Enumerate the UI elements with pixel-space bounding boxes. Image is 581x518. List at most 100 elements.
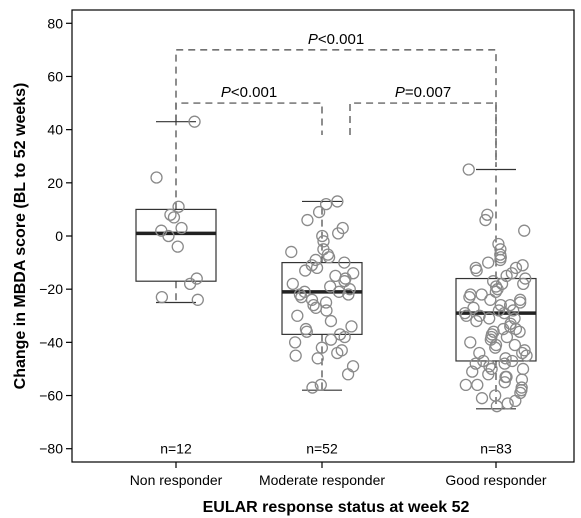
data-point <box>183 277 197 291</box>
data-point <box>499 352 512 365</box>
data-point <box>315 341 329 354</box>
data-point <box>307 298 320 312</box>
p-value: <0.001 <box>318 31 364 48</box>
data-point <box>518 224 531 237</box>
y-tick-label: −60 <box>39 388 63 404</box>
data-point <box>517 277 530 291</box>
data-point <box>459 378 472 392</box>
data-point <box>305 293 319 306</box>
data-point <box>342 288 355 301</box>
data-point <box>324 333 338 346</box>
data-point <box>150 171 163 184</box>
y-tick-label: 0 <box>55 228 63 244</box>
comparison-label: P<0.001 <box>308 31 364 48</box>
data-point <box>508 312 521 325</box>
data-point <box>164 208 177 221</box>
data-point <box>317 235 330 248</box>
data-point <box>500 370 513 384</box>
data-point <box>316 229 329 243</box>
data-point <box>477 354 490 368</box>
data-point <box>501 397 514 410</box>
data-point <box>516 362 530 376</box>
data-point <box>466 365 479 378</box>
comparison-bracket <box>349 102 497 167</box>
data-point <box>167 211 181 224</box>
data-point <box>338 256 351 269</box>
data-point <box>338 330 351 344</box>
data-point <box>324 280 337 293</box>
data-point <box>471 378 484 392</box>
data-point <box>331 195 344 208</box>
x-axis-label: EULAR response status at week 52 <box>203 499 470 516</box>
box <box>455 277 537 362</box>
x-axis: Non responder Moderate responder Good resp… <box>130 462 547 488</box>
box <box>281 261 363 335</box>
x-tick-label: Moderate responder <box>259 472 385 488</box>
data-point <box>514 293 527 306</box>
sample-size-label: n=52 <box>306 441 338 457</box>
y-tick-label: −80 <box>39 441 63 457</box>
data-point <box>463 291 476 304</box>
data-point <box>291 309 304 322</box>
data-point <box>481 208 494 221</box>
data-point <box>162 229 175 243</box>
data-point <box>497 322 510 336</box>
comparison-bracket <box>175 49 497 167</box>
comparison-label: P<0.001 <box>221 84 277 101</box>
y-tick-label: 40 <box>47 122 63 138</box>
comparison-label: P=0.007 <box>395 84 451 101</box>
data-point <box>175 221 188 235</box>
data-point <box>489 280 503 293</box>
data-point <box>310 261 324 275</box>
x-tick-label: Non responder <box>130 472 223 488</box>
data-point <box>345 320 358 333</box>
data-point <box>503 298 517 312</box>
p-value: =0.007 <box>405 84 451 101</box>
data-point <box>516 259 529 272</box>
data-point <box>172 200 185 213</box>
data-point <box>322 251 336 264</box>
y-axis: −80 −60 −40 −20 0 20 40 60 80 <box>39 15 72 457</box>
data-point <box>320 304 333 317</box>
data-point <box>473 309 486 322</box>
y-tick-label: −40 <box>39 334 63 350</box>
data-point <box>462 163 475 176</box>
sample-size-label: n=83 <box>480 441 512 457</box>
data-point <box>484 293 497 306</box>
data-point <box>498 376 511 389</box>
data-point <box>519 272 532 285</box>
data-point <box>482 256 495 269</box>
data-point <box>155 291 169 304</box>
data-point <box>489 389 502 402</box>
data-point <box>513 325 526 338</box>
data-point <box>312 205 326 219</box>
data-point <box>473 346 486 360</box>
data-point <box>460 309 473 322</box>
data-point <box>475 392 489 405</box>
data-point <box>508 338 522 352</box>
data-point <box>311 352 324 365</box>
data-point <box>319 296 333 309</box>
data-point <box>494 253 507 267</box>
data-point <box>495 277 509 291</box>
data-point <box>498 306 511 320</box>
data-point <box>479 213 492 227</box>
data-point <box>293 288 307 301</box>
data-point <box>288 336 302 349</box>
data-point <box>506 354 519 368</box>
data-point <box>500 330 514 344</box>
jitter-points <box>150 115 533 413</box>
data-point <box>490 400 504 413</box>
p-symbol: P <box>308 31 318 48</box>
data-point <box>498 357 511 370</box>
data-point <box>469 261 482 275</box>
data-point <box>475 288 488 301</box>
y-tick-label: 20 <box>47 175 63 191</box>
data-point <box>300 325 313 338</box>
n-labels: n=12 n=52 n=83 <box>160 441 512 457</box>
sample-size-label: n=12 <box>160 441 192 457</box>
data-point <box>516 346 529 360</box>
data-point <box>518 344 531 357</box>
